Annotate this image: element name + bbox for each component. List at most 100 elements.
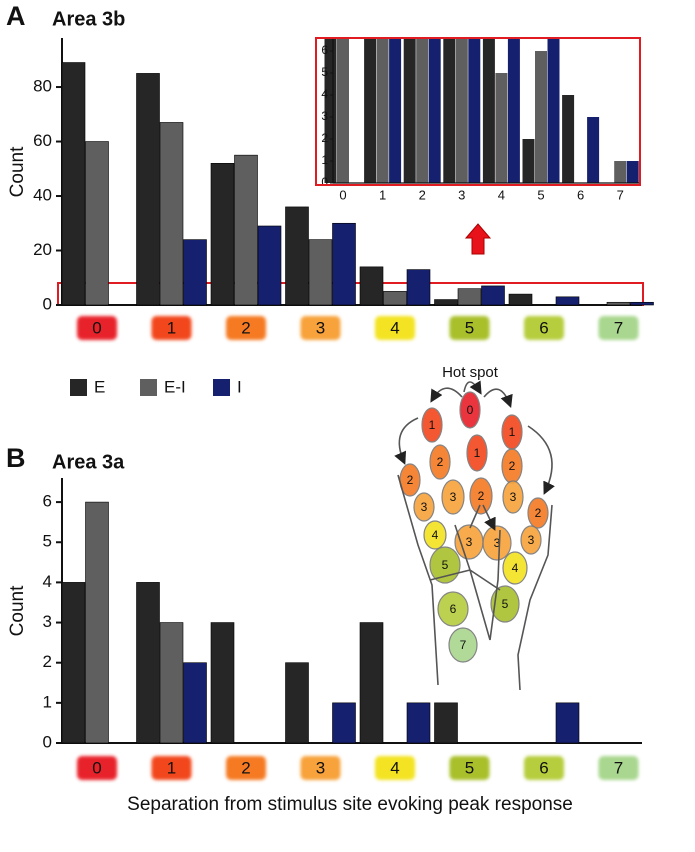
hand-region	[429, 444, 451, 480]
inset-bar	[562, 95, 575, 183]
hand-region-label: 7	[460, 638, 467, 652]
hand-region-label: 2	[509, 459, 516, 473]
x-tick-label: 7	[614, 758, 623, 777]
hand-region	[502, 480, 524, 514]
bar	[257, 225, 282, 306]
panel-label: B	[6, 443, 26, 473]
x-tick-label: 4	[390, 758, 399, 777]
bar	[434, 299, 458, 306]
hand-region	[502, 551, 528, 585]
x-tick-label: 6	[539, 758, 548, 777]
x-tick-label: 0	[92, 758, 101, 777]
inset-x-tick-label: 2	[419, 187, 426, 202]
bar	[359, 622, 384, 744]
category-swatch	[524, 756, 564, 780]
inset-bar	[443, 38, 456, 183]
y-axis-label: Count	[7, 585, 28, 636]
x-tick-label: 2	[241, 758, 250, 777]
y-tick-label: 3	[43, 612, 52, 631]
y-tick-label: 0	[43, 732, 52, 751]
hand-region-label: 3	[466, 535, 473, 549]
bar	[285, 206, 309, 306]
hand-region-label: 4	[512, 561, 519, 575]
inset-frame	[315, 37, 641, 186]
inset-bar	[614, 161, 627, 183]
x-axis-label: Separation from stimulus site evoking pe…	[127, 794, 573, 815]
x-tick-label: 7	[614, 318, 623, 337]
bar	[210, 163, 235, 306]
category-swatch	[226, 316, 266, 340]
hand-region-label: 2	[535, 506, 542, 520]
category-swatch	[449, 756, 490, 780]
hand-region-label: 4	[432, 528, 439, 542]
x-tick-label: 1	[167, 758, 176, 777]
inset-bar	[626, 161, 639, 183]
x-tick-label: 5	[465, 318, 474, 337]
inset-bar	[468, 38, 481, 183]
bar	[285, 662, 309, 744]
category-swatch	[375, 316, 415, 340]
bar	[383, 291, 407, 306]
x-tick-label: 6	[539, 318, 548, 337]
bar	[481, 285, 505, 306]
arrow	[394, 417, 419, 465]
inset-bar	[403, 38, 416, 183]
bar	[183, 239, 207, 306]
y-tick-label: 20	[33, 240, 52, 259]
inset-x-tick-label: 6	[577, 187, 584, 202]
bar	[630, 301, 654, 306]
chart-title: Area 3b	[52, 8, 125, 30]
y-tick-label: 4	[43, 572, 52, 591]
y-tick-label: 5	[43, 532, 52, 551]
panel-label: A	[6, 1, 26, 31]
inset-bar	[522, 139, 535, 183]
bar	[85, 141, 109, 306]
hand-region	[437, 591, 469, 627]
inset-bar	[337, 38, 349, 183]
category-swatch	[226, 756, 266, 780]
inset-x-tick-label: 3	[458, 187, 465, 202]
bar	[508, 293, 533, 306]
hand-region	[423, 520, 447, 550]
inset-bars	[324, 38, 639, 183]
arrow	[430, 387, 463, 403]
bar	[85, 501, 109, 744]
arrow	[469, 504, 494, 528]
hand-region-label: 5	[442, 558, 449, 572]
bar	[61, 62, 86, 306]
inset-y-tick-label: 3	[321, 109, 328, 123]
inset-bar	[495, 73, 508, 183]
hand-region-label: 3	[421, 500, 428, 514]
category-swatch	[449, 316, 490, 340]
x-tick-label: 2	[241, 318, 250, 337]
hand-region-label: 2	[437, 455, 444, 469]
category-swatch	[151, 756, 192, 780]
category-swatch	[300, 756, 341, 780]
bar	[434, 702, 458, 744]
bar	[136, 73, 160, 306]
category-swatch	[598, 316, 639, 340]
inset-y-tick-label: 4	[321, 87, 328, 101]
bar	[61, 582, 86, 744]
x-tick-label: 5	[465, 758, 474, 777]
category-swatch	[598, 756, 639, 780]
bar	[555, 702, 580, 744]
inset-y-tick-label: 5	[321, 65, 328, 79]
inset-y-tick-label: 0	[321, 175, 328, 189]
category-swatch	[300, 316, 341, 340]
bar	[406, 269, 431, 306]
hand-region	[466, 434, 488, 472]
inset-x-tick-label: 5	[537, 187, 544, 202]
hand-region-label: 1	[509, 425, 516, 439]
bar	[159, 622, 184, 744]
inset-x-tick-label: 4	[498, 187, 505, 202]
chart-title: Area 3a	[52, 451, 125, 473]
arrow	[483, 388, 513, 409]
inset-y-tick-label: 2	[321, 131, 328, 145]
hand-region-label: 3	[528, 533, 535, 547]
inset-bar	[364, 38, 377, 183]
hand-region-label: 3	[494, 536, 501, 550]
legend-label: E-I	[164, 377, 186, 396]
y-tick-label: 40	[33, 186, 52, 205]
